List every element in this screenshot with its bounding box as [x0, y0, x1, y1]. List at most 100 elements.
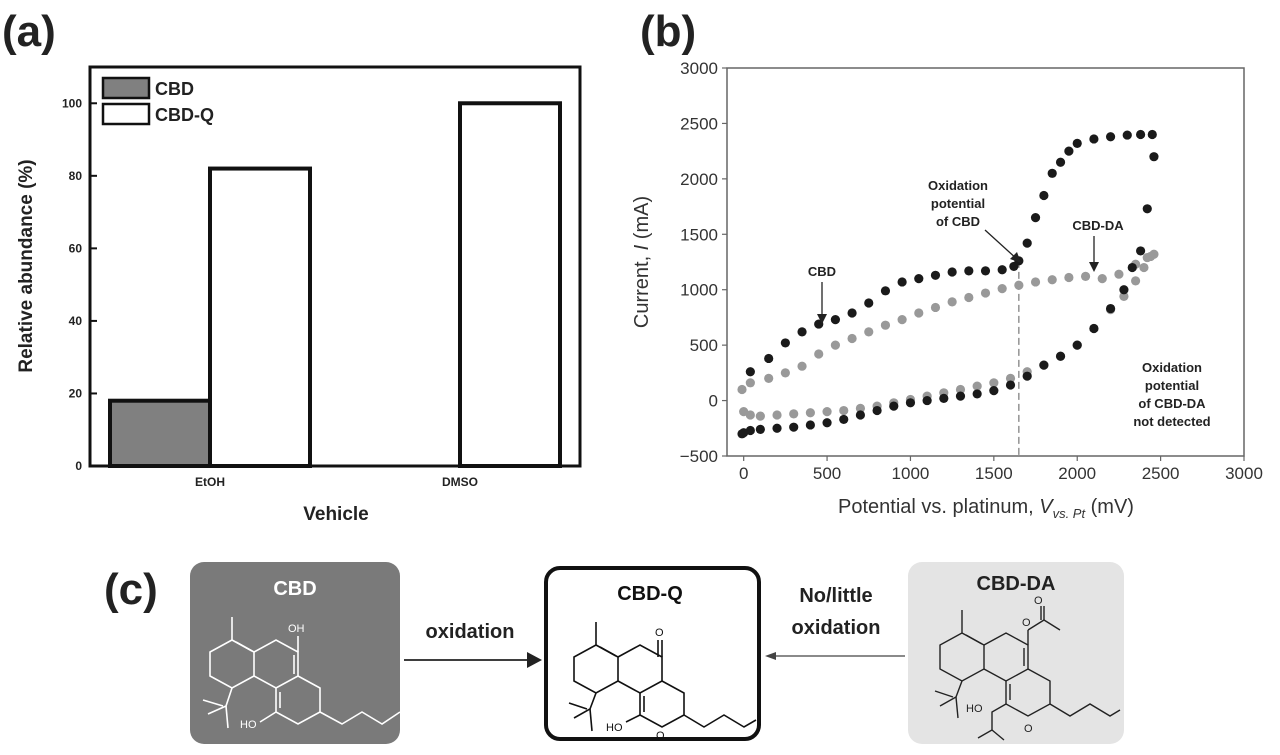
y-tick-label: 60: [69, 241, 83, 255]
point-cbd-da-forward: [847, 333, 857, 344]
point-cbd-reverse: [789, 422, 799, 432]
point-cbd-reverse: [1105, 303, 1116, 314]
point-cbd-da-forward: [997, 284, 1007, 294]
x-axis-label-main: Potential vs. platinum,: [838, 496, 1039, 518]
point-cbd-da-forward: [764, 373, 774, 383]
y-axis-label-a: Relative abundance (%): [16, 159, 37, 372]
point-cbd-da-forward: [864, 327, 874, 337]
panel-label-b: (b): [640, 7, 696, 56]
x-tick-label: 2500: [1142, 464, 1180, 483]
point-cbd-reverse: [755, 424, 765, 434]
point-cbd-da-reverse: [805, 408, 815, 418]
x-tick-label: 3000: [1225, 464, 1263, 483]
point-cbd-da-forward: [880, 320, 891, 330]
point-cbd-forward: [745, 367, 755, 377]
data-points-b: [737, 129, 1159, 439]
point-cbd-reverse: [822, 418, 832, 428]
annotation-nd-line4: not detected: [1133, 414, 1210, 429]
point-cbd-da-forward: [737, 384, 747, 395]
cbd-ho-label: HO: [240, 719, 257, 731]
point-cbd-da-forward: [745, 378, 755, 388]
point-cbd-reverse: [1039, 360, 1049, 370]
oxidation-arrow-label: oxidation: [426, 621, 515, 643]
point-cbd-forward: [1089, 134, 1099, 144]
scatter-chart-b: 0 500 1000 1500 2000 2500 3000 −500 0 500 1000 1500…: [631, 59, 1263, 521]
point-cbd-da-forward: [930, 302, 941, 313]
y-tick-label: 1000: [680, 281, 718, 300]
y-axis-label-var: I: [631, 244, 653, 250]
panel-label-a: (a): [2, 7, 56, 56]
y-tick-label: 100: [62, 96, 82, 110]
point-cbd-forward: [880, 286, 891, 296]
y-tick-label: 2500: [680, 114, 718, 133]
point-cbd-forward: [914, 274, 924, 284]
point-cbd-da-forward: [1097, 274, 1107, 284]
point-cbd-forward: [930, 270, 941, 280]
point-cbd-forward: [780, 338, 790, 348]
point-cbd-da-forward: [1030, 277, 1041, 287]
point-cbd-da-forward: [1114, 269, 1124, 279]
y-axis-label-unit: (mA): [631, 196, 653, 245]
point-cbd-da-reverse: [1139, 262, 1149, 273]
point-cbd-forward: [964, 266, 974, 276]
no-oxidation-label-line1: No/little: [799, 585, 872, 607]
point-cbd-reverse: [1072, 340, 1082, 350]
x-axis-label-unit: (mV): [1085, 496, 1134, 518]
point-cbd-da-forward: [830, 340, 841, 350]
point-cbd-forward: [1022, 238, 1032, 248]
point-cbd-forward: [1055, 157, 1066, 167]
cbd-box-bg: [190, 562, 400, 744]
y-tick-label: 3000: [680, 59, 718, 78]
point-cbd-forward: [997, 265, 1007, 275]
annotation-cbdda-arrowhead: [1089, 262, 1099, 272]
point-cbd-forward: [864, 298, 874, 308]
point-cbd-reverse: [1119, 285, 1129, 295]
y-tick-label: 20: [69, 386, 83, 400]
cbdq-molecule-drawing: [568, 622, 757, 732]
point-cbd-reverse: [1022, 371, 1032, 381]
point-cbd-da-forward: [897, 315, 907, 325]
legend-label-cbd: CBD: [155, 79, 194, 99]
x-tick-label: 500: [813, 464, 841, 483]
point-cbd-da-reverse: [1119, 291, 1129, 301]
point-cbd-forward: [947, 267, 957, 277]
cbdq-o-bottom-label: O: [656, 730, 665, 742]
x-axis-label-b: Potential vs. platinum, Vvs. Pt (mV): [838, 496, 1134, 521]
annotation-ox-cbd-line2: potential: [931, 196, 985, 211]
point-cbd-da-forward: [780, 368, 790, 378]
cbdda-o-label-1: O: [1022, 617, 1031, 629]
legend-a: CBD CBD-Q: [101, 76, 214, 126]
annotation-ox-cbd-line3: of CBD: [936, 214, 980, 229]
point-cbd-reverse: [1142, 204, 1152, 214]
point-cbd-reverse: [855, 410, 866, 420]
point-cbd-forward: [1122, 130, 1132, 140]
annotation-cbd: CBD: [808, 264, 836, 279]
point-cbd-reverse: [1127, 262, 1137, 273]
point-cbd-da-reverse: [989, 378, 999, 388]
cbdq-o-top-label: O: [655, 627, 664, 639]
point-cbd-forward: [1105, 132, 1116, 142]
point-cbd-da-reverse: [1146, 251, 1156, 262]
point-cbd-da-forward: [1047, 275, 1057, 285]
point-cbd-forward: [1072, 138, 1082, 148]
point-cbd-reverse: [805, 420, 815, 430]
point-cbd-da-forward: [1064, 272, 1074, 283]
y-axis-label-b: Current, I (mA): [631, 196, 653, 328]
y-axis-label-main: Current,: [631, 250, 653, 328]
point-cbd-forward: [1147, 129, 1157, 140]
x-tick-label: 2000: [1058, 464, 1096, 483]
annotations-b: CBD Oxidation potential of CBD CBD-DA Ox…: [808, 178, 1211, 429]
bar-cbd-etoh: [108, 398, 212, 468]
bars-a: [108, 101, 562, 468]
point-cbd-forward: [1030, 213, 1041, 223]
point-cbd-forward: [980, 266, 991, 276]
y-tick-label: 0: [709, 392, 718, 411]
annotation-cbd-arrowhead: [817, 314, 827, 324]
annotation-ox-cbd-line1: Oxidation: [928, 178, 988, 193]
oxidation-arrowhead: [527, 652, 542, 668]
y-tick-label: 40: [69, 314, 83, 328]
point-cbd-reverse: [772, 423, 782, 433]
ticks-b: 0 500 1000 1500 2000 2500 3000 −500 0 500 1000 1500…: [680, 59, 1263, 483]
plot-frame-a: [88, 65, 582, 468]
point-cbd-da-reverse: [772, 410, 782, 420]
